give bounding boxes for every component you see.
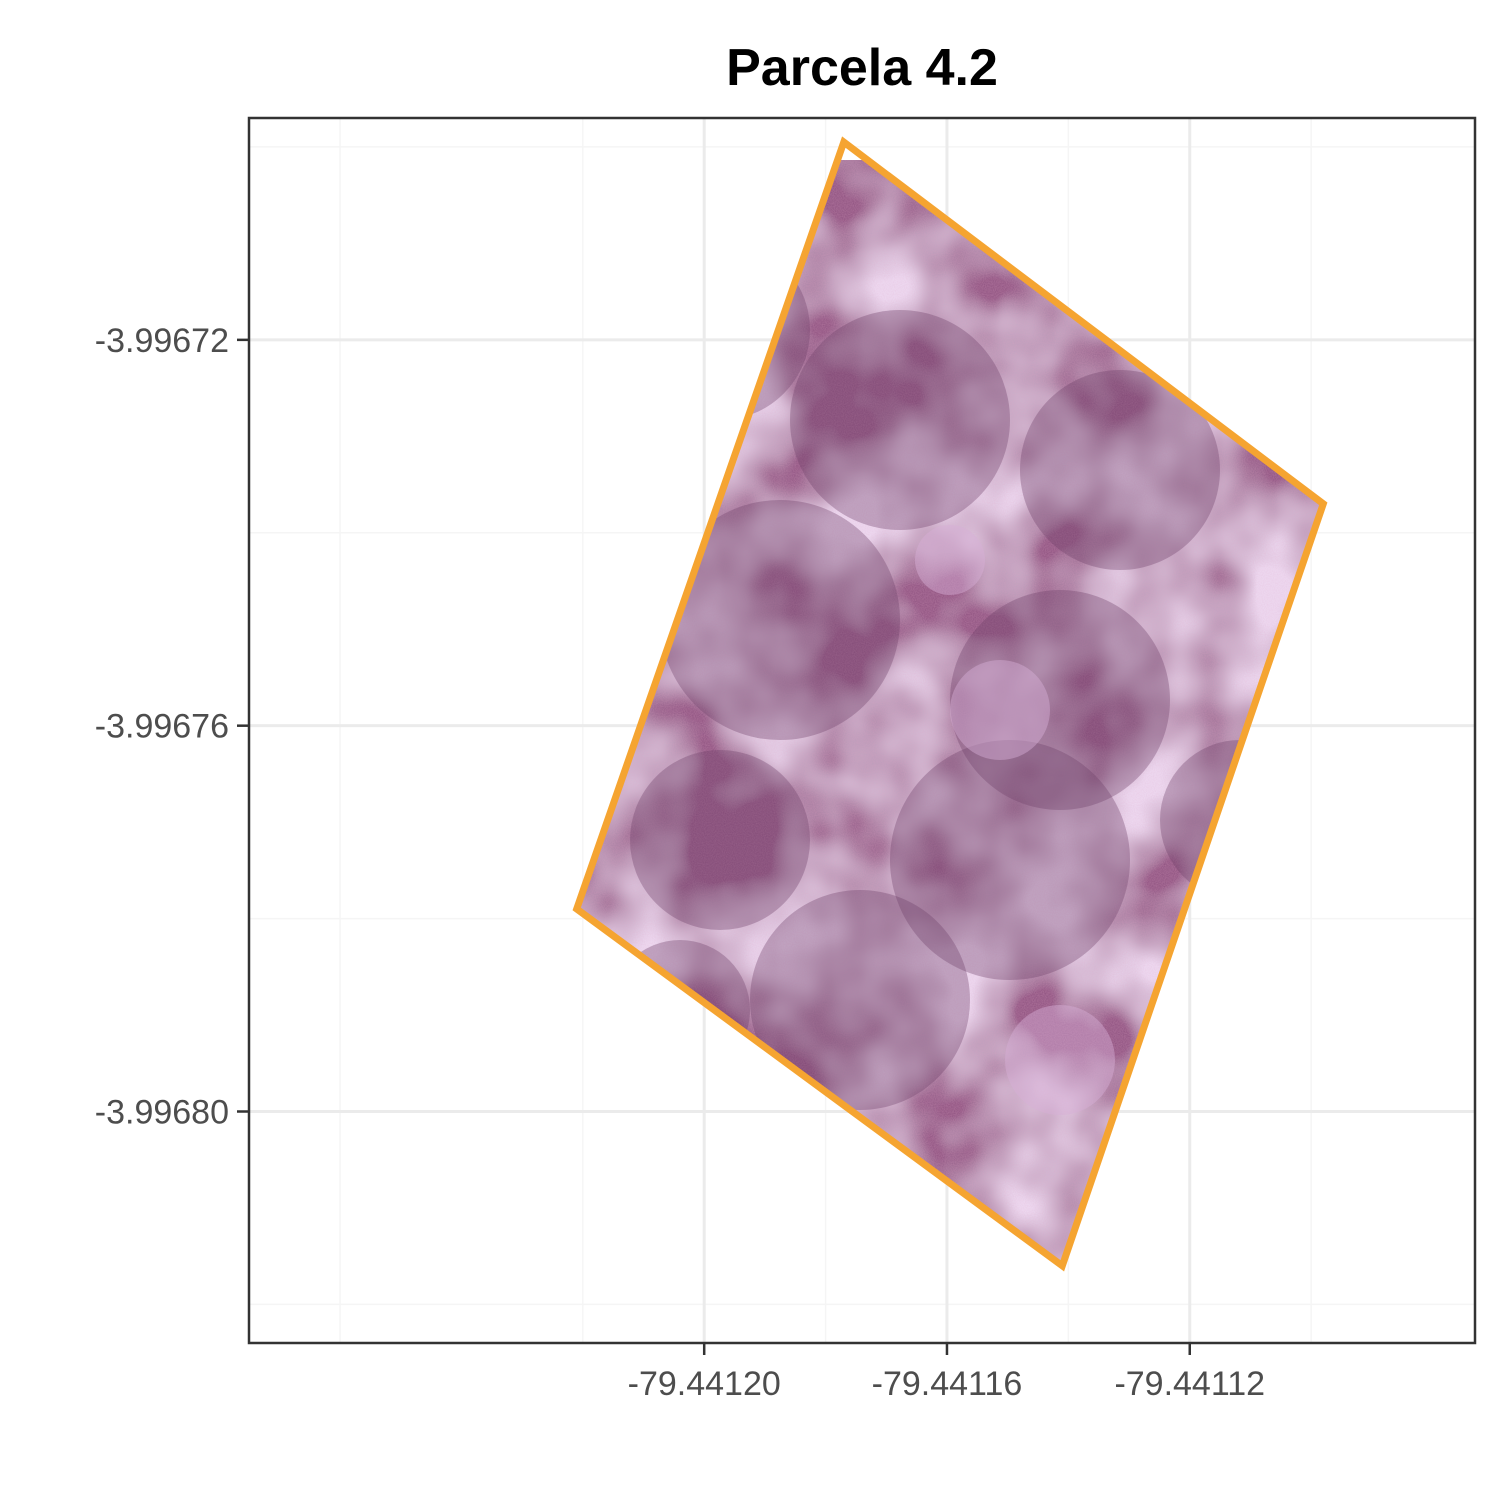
chart-title: Parcela 4.2 [726,39,998,97]
canopy-gap [950,660,1050,760]
canopy-gap [600,560,680,640]
canopy-crown [950,590,1170,810]
y-tick-label: -3.99672 [95,322,229,360]
canopy-crown [576,710,580,930]
canopy-crown [610,940,750,1080]
y-tick-label: -3.99680 [95,1094,229,1132]
canopy-crown [790,310,1010,530]
parcel-polygon [572,136,1328,1272]
y-tick-label: -3.99676 [95,708,229,746]
canopy-crown [1020,370,1220,570]
canopy-crown [750,890,970,1110]
raster-clip-group [576,160,1324,1266]
raster-image [576,160,1324,1266]
axes: -79.44120 -79.44116 -79.44112 -3.99672 -3.99… [95,322,1265,1403]
canopy-crown [630,750,810,930]
canopy-gap [915,525,985,595]
panel-border [247,116,1477,1345]
canopy-crown [630,240,810,420]
x-tick-label: -79.44120 [628,1365,781,1403]
x-tick-label: -79.44112 [1114,1365,1265,1403]
canopy-gap [1005,1005,1115,1115]
x-tick-label: -79.44116 [872,1365,1023,1403]
canopy-crown [576,460,620,660]
canopy-crown [890,740,1130,980]
canopy-crown [1160,740,1320,900]
canopy-crown [660,500,900,740]
parcel-outline [572,136,1328,1272]
